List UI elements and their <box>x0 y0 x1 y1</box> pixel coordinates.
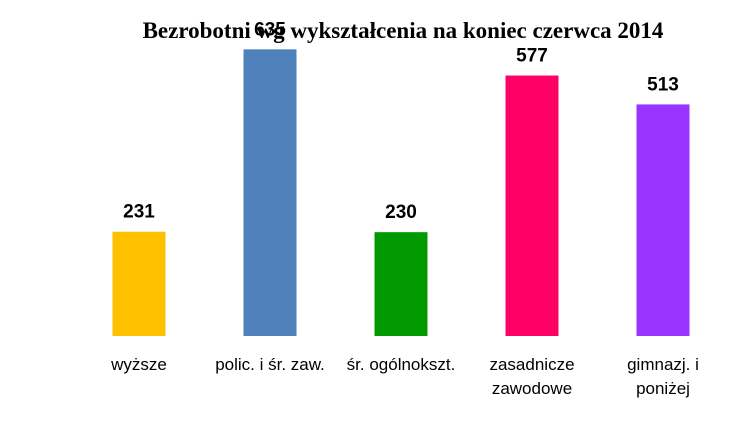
data-label: 513 <box>647 74 679 95</box>
category-label-line: śr. ogólnokszt. <box>347 355 456 374</box>
data-label: 635 <box>254 19 286 40</box>
bar <box>636 104 690 336</box>
category-label: gimnazj. i poniżej <box>627 355 699 398</box>
category-label-line: wyższe <box>110 355 167 374</box>
chart-title: Bezrobotni wg wykształcenia na koniec cz… <box>143 18 664 43</box>
data-labels-group: 231 635 230 577 513 <box>123 19 679 223</box>
data-label: 230 <box>385 202 417 223</box>
category-label-line: gimnazj. i <box>627 355 699 374</box>
category-label-line: zasadnicze <box>489 355 574 374</box>
bar <box>374 232 428 336</box>
category-label-line: poniżej <box>636 379 690 398</box>
bars-group <box>112 49 690 337</box>
bar <box>505 75 559 337</box>
category-label: zasadnicze zawodowe <box>489 355 574 398</box>
category-labels-group: wyższe polic. i śr. zaw. śr. ogólnokszt. za… <box>110 355 699 398</box>
category-label-line: zawodowe <box>492 379 572 398</box>
bar <box>112 231 166 336</box>
category-label-line: polic. i śr. zaw. <box>215 355 325 374</box>
bar <box>243 49 297 336</box>
category-label: śr. ogólnokszt. <box>347 355 456 374</box>
data-label: 231 <box>123 202 155 223</box>
category-label: polic. i śr. zaw. <box>215 355 325 374</box>
data-label: 577 <box>516 46 548 67</box>
category-label: wyższe <box>110 355 167 374</box>
